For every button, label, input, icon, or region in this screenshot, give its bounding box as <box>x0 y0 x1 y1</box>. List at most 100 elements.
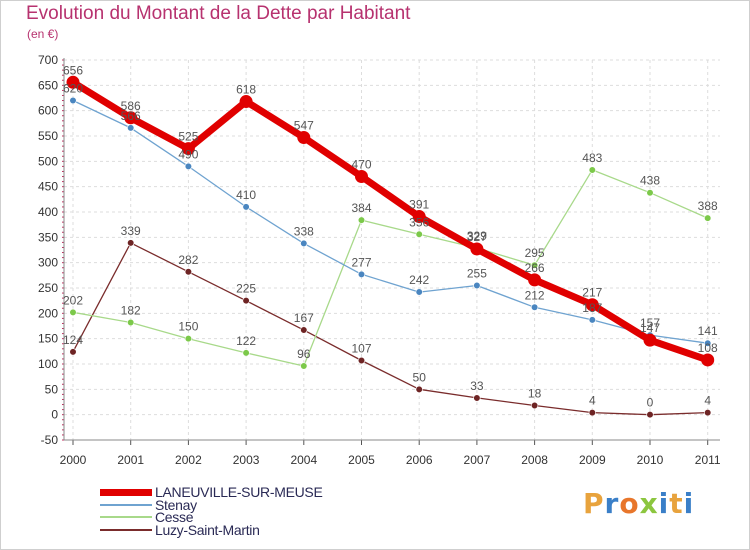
data-label: 618 <box>236 83 256 97</box>
y-tick-label: 600 <box>38 104 58 118</box>
data-label: 266 <box>525 261 545 275</box>
data-label: 187 <box>582 301 602 315</box>
data-point <box>473 281 481 290</box>
data-label: 391 <box>409 198 429 212</box>
x-tick-label: 2003 <box>233 453 260 467</box>
y-minor-tick <box>62 236 64 238</box>
data-point <box>300 326 308 334</box>
data-label: 182 <box>121 303 141 317</box>
y-minor-tick <box>62 434 64 436</box>
y-minor-tick <box>62 262 64 264</box>
data-label: 147 <box>640 321 660 335</box>
data-label: 202 <box>63 293 83 307</box>
data-point <box>646 411 654 419</box>
x-tick-label: 2004 <box>290 453 317 467</box>
chart-title: Evolution du Montant de la Dette par Hab… <box>26 3 411 24</box>
y-minor-tick <box>62 333 64 335</box>
y-minor-tick <box>62 64 64 66</box>
y-minor-tick <box>62 186 64 188</box>
legend-item: Luzy-Saint-Martin <box>100 522 400 538</box>
y-minor-tick <box>62 358 64 360</box>
data-label: 438 <box>640 174 660 188</box>
data-label: 339 <box>121 224 141 238</box>
data-label: 212 <box>525 288 545 302</box>
data-label: 282 <box>178 253 198 267</box>
data-point <box>415 288 423 296</box>
logo-letter: o <box>619 487 640 520</box>
legend-label: Cesse <box>155 509 194 526</box>
y-minor-tick <box>62 373 64 375</box>
data-label: 277 <box>351 255 371 269</box>
data-label: 295 <box>525 246 545 260</box>
data-label: 141 <box>698 324 718 338</box>
data-label: 4 <box>704 394 711 408</box>
data-label: 384 <box>351 201 371 215</box>
data-point <box>530 303 539 311</box>
data-label: 327 <box>467 230 487 244</box>
y-tick-label: 650 <box>38 78 58 92</box>
data-label: 490 <box>178 147 198 161</box>
data-label: 242 <box>409 273 429 287</box>
x-tick-label: 2007 <box>464 453 491 467</box>
y-tick-label: 350 <box>38 230 58 244</box>
y-minor-tick <box>62 398 64 400</box>
y-minor-tick <box>62 393 64 395</box>
y-minor-tick <box>62 110 64 112</box>
data-point <box>588 166 596 174</box>
y-minor-tick <box>62 94 64 96</box>
data-label: 124 <box>63 333 83 347</box>
data-label: 255 <box>467 266 487 280</box>
y-minor-tick <box>62 272 64 274</box>
x-tick-label: 2001 <box>117 453 144 467</box>
data-label: 167 <box>294 311 314 325</box>
data-label: 483 <box>582 151 602 165</box>
data-label: 225 <box>236 282 256 296</box>
data-point <box>704 339 712 347</box>
y-minor-tick <box>62 252 64 254</box>
y-minor-tick <box>62 160 64 162</box>
data-point <box>300 239 308 248</box>
y-minor-tick <box>62 348 64 350</box>
grid <box>64 59 720 441</box>
legend-label: Stenay <box>155 496 197 513</box>
y-minor-tick <box>62 246 64 248</box>
y-minor-tick <box>62 206 64 208</box>
series-line-3 <box>72 242 709 416</box>
y-minor-tick <box>62 191 64 193</box>
data-point <box>242 349 250 357</box>
data-point <box>181 142 195 156</box>
y-minor-tick <box>62 130 64 132</box>
y-minor-tick <box>62 353 64 355</box>
x-tick-label: 2008 <box>521 453 548 467</box>
data-labels: 656 586 525 618 547 470 391 327 266 217 147 108 620 5… <box>63 63 718 409</box>
y-minor-tick <box>62 338 64 340</box>
data-label: 525 <box>178 130 198 144</box>
logo-letter: r <box>604 487 620 520</box>
data-point <box>127 318 135 327</box>
x-tick-label: 2002 <box>175 453 202 467</box>
y-minor-tick <box>62 317 64 319</box>
y-tick-label: 400 <box>38 205 58 219</box>
legend-swatch <box>100 488 152 496</box>
y-minor-tick <box>62 241 64 243</box>
y-tick-label: 250 <box>38 281 58 295</box>
data-point <box>127 239 135 247</box>
y-minor-tick <box>62 135 64 137</box>
y-minor-tick <box>62 79 64 81</box>
y-minor-tick <box>62 328 64 330</box>
y-minor-tick <box>62 231 64 233</box>
data-label: 356 <box>409 215 429 229</box>
x-tick-label: 2009 <box>579 453 606 467</box>
data-point <box>184 162 192 170</box>
y-minor-tick <box>62 125 64 127</box>
data-point <box>473 394 481 402</box>
legend-swatch <box>100 503 152 506</box>
y-minor-tick <box>62 419 64 421</box>
y-minor-tick <box>62 368 64 370</box>
data-point <box>704 409 712 417</box>
data-point <box>66 75 80 89</box>
axes: -500501001502002503003504004505005506006… <box>38 53 721 467</box>
data-point <box>415 230 423 238</box>
data-label: 586 <box>121 99 141 113</box>
y-minor-tick <box>62 211 64 213</box>
